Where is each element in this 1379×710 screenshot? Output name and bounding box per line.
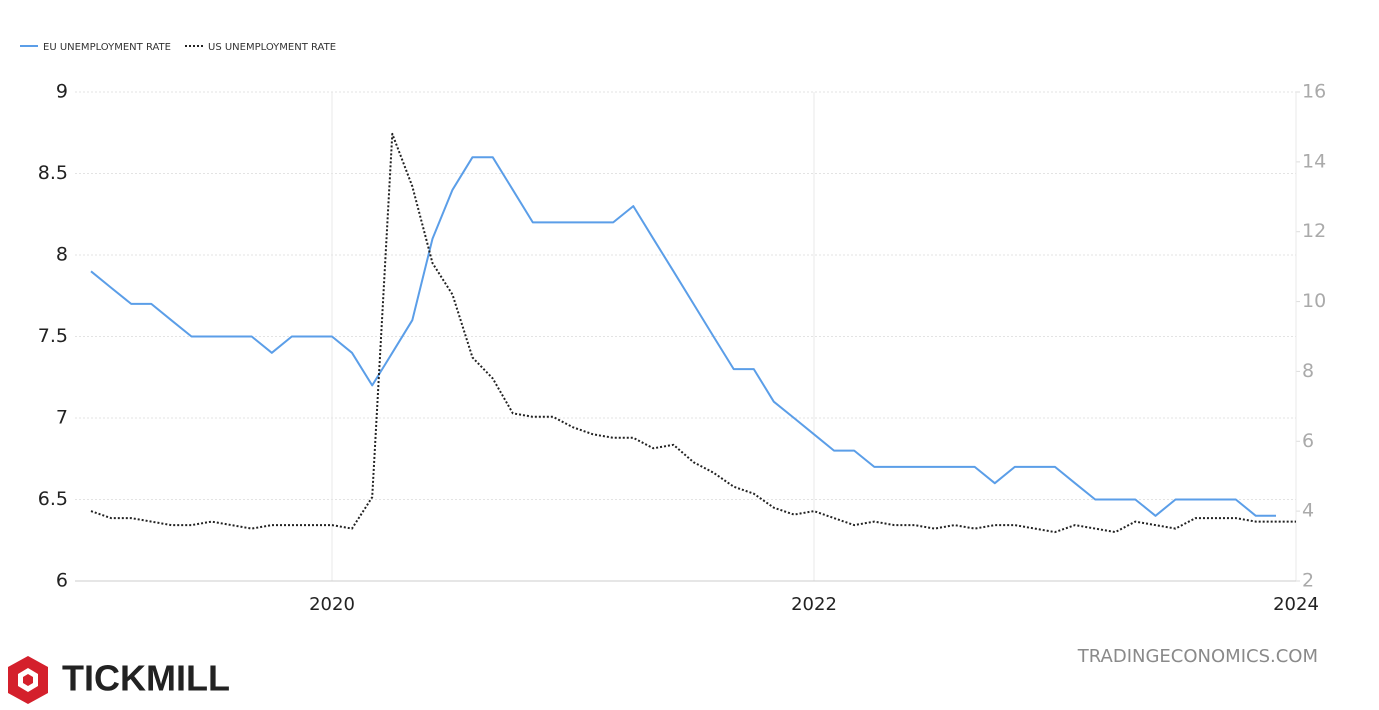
legend-label: EU UNEMPLOYMENT RATE — [43, 42, 171, 53]
y2-tick-label: 4 — [1302, 500, 1314, 522]
x-tick-label: 2022 — [791, 594, 837, 615]
legend-label: US UNEMPLOYMENT RATE — [208, 42, 336, 53]
y2-tick-label: 10 — [1302, 290, 1326, 312]
brand: TICKMILL — [62, 658, 230, 699]
y-tick-label: 8 — [56, 244, 68, 266]
y-tick-label: 7 — [56, 407, 68, 429]
y2-tick-label: 14 — [1302, 150, 1326, 172]
y2-tick-label: 6 — [1302, 430, 1314, 452]
y2-tick-label: 12 — [1302, 220, 1326, 242]
y-tick-label: 6 — [56, 570, 68, 592]
y2-tick-label: 16 — [1302, 81, 1326, 103]
line-series — [90, 132, 1296, 534]
y2-tick-label: 2 — [1302, 570, 1314, 592]
y-tick-label: 7.5 — [38, 325, 68, 347]
y-tick-label: 9 — [56, 81, 68, 103]
x-tick-label: 2024 — [1273, 594, 1319, 615]
line-series — [90, 156, 1276, 517]
brand-logo — [8, 656, 48, 704]
y-tick-label: 6.5 — [38, 488, 68, 510]
y2-tick-label: 8 — [1302, 360, 1314, 382]
y-tick-label: 8.5 — [38, 162, 68, 184]
watermark: TRADINGECONOMICS.COM — [1077, 646, 1318, 667]
x-tick-label: 2020 — [309, 594, 355, 615]
